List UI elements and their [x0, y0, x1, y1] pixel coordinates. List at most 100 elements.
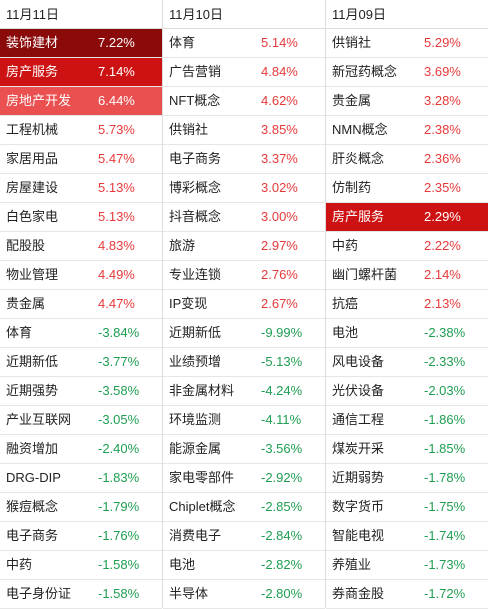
sector-change-percent: -1.79% [98, 499, 140, 514]
sector-row[interactable]: 博彩概念 3.02% [163, 174, 325, 203]
sector-change-percent: -1.58% [98, 586, 140, 601]
sector-row[interactable]: 幽门螺杆菌 2.14% [326, 261, 488, 290]
sector-name: 煤炭开采 [332, 441, 385, 456]
sector-name: 消费电子 [169, 528, 222, 543]
sector-row[interactable]: 贵金属 3.28% [326, 87, 488, 116]
sector-row[interactable]: 体育 -3.84% [0, 319, 162, 348]
sector-name: 抖音概念 [169, 209, 222, 224]
sector-row[interactable]: 供销社 5.29% [326, 29, 488, 58]
sector-row[interactable]: 旅游 2.97% [163, 232, 325, 261]
sector-row[interactable]: 非金属材料 -4.24% [163, 377, 325, 406]
sector-row[interactable]: DRG-DIP -1.83% [0, 464, 162, 493]
sector-name: 装饰建材 [6, 35, 59, 50]
sector-row[interactable]: 中药 -1.58% [0, 551, 162, 580]
sector-row[interactable]: 电池 -2.82% [163, 551, 325, 580]
sector-row[interactable]: 近期强势 -3.58% [0, 377, 162, 406]
sector-change-percent: 2.29% [424, 209, 461, 224]
sector-change-percent: -2.38% [424, 325, 466, 340]
sector-row[interactable]: 房地产开发 6.44% [0, 87, 162, 116]
sector-row[interactable]: 通信工程 -1.86% [326, 406, 488, 435]
sector-row[interactable]: 券商金股 -1.72% [326, 580, 488, 609]
sector-row[interactable]: NMN概念 2.38% [326, 116, 488, 145]
sector-row[interactable]: 产业互联网 -3.05% [0, 406, 162, 435]
sector-row[interactable]: 养殖业 -1.73% [326, 551, 488, 580]
sector-row[interactable]: 融资增加 -2.40% [0, 435, 162, 464]
sector-name: 旅游 [169, 238, 196, 253]
sector-row[interactable]: 能源金属 -3.56% [163, 435, 325, 464]
sector-row[interactable]: 智能电视 -1.74% [326, 522, 488, 551]
sector-row[interactable]: 房屋建设 5.13% [0, 174, 162, 203]
sector-change-percent: -1.74% [424, 528, 466, 543]
sector-row[interactable]: 体育 5.14% [163, 29, 325, 58]
sector-row[interactable]: 煤炭开采 -1.85% [326, 435, 488, 464]
sector-name: 肝炎概念 [332, 151, 385, 166]
sector-name: 工程机械 [6, 122, 59, 137]
sector-row[interactable]: 环境监测 -4.11% [163, 406, 325, 435]
sector-row[interactable]: 风电设备 -2.33% [326, 348, 488, 377]
sector-row[interactable]: 装饰建材 7.22% [0, 29, 162, 58]
sector-row[interactable]: 中药 2.22% [326, 232, 488, 261]
sector-change-percent: -2.33% [424, 354, 466, 369]
sector-name: 电子商务 [6, 528, 59, 543]
sector-row[interactable]: 光伏设备 -2.03% [326, 377, 488, 406]
sector-row[interactable]: 肝炎概念 2.36% [326, 145, 488, 174]
sector-row[interactable]: 配股股 4.83% [0, 232, 162, 261]
sector-row[interactable]: 电子商务 -1.76% [0, 522, 162, 551]
sector-name: 近期弱势 [332, 470, 385, 485]
sector-row[interactable]: 半导体 -2.80% [163, 580, 325, 609]
sector-row[interactable]: 近期弱势 -1.78% [326, 464, 488, 493]
sector-row[interactable]: 贵金属 4.47% [0, 290, 162, 319]
sector-name: 房产服务 [332, 209, 385, 224]
sector-change-percent: 2.35% [424, 180, 461, 195]
sector-name: 电子商务 [169, 151, 222, 166]
sector-change-percent: 5.13% [98, 180, 135, 195]
sector-row[interactable]: 数字货币 -1.75% [326, 493, 488, 522]
sector-change-percent: -2.03% [424, 383, 466, 398]
sector-row[interactable]: 猴痘概念 -1.79% [0, 493, 162, 522]
sector-row[interactable]: 抗癌 2.13% [326, 290, 488, 319]
sector-row[interactable]: 房产服务 7.14% [0, 58, 162, 87]
sector-change-percent: 5.73% [98, 122, 135, 137]
sector-row[interactable]: 房产服务 2.29% [326, 203, 488, 232]
sector-name: NFT概念 [169, 93, 221, 108]
sector-row[interactable]: 供销社 3.85% [163, 116, 325, 145]
sector-name: 配股股 [6, 238, 46, 253]
sector-change-percent: -2.40% [98, 441, 140, 456]
sector-name: 抗癌 [332, 296, 359, 311]
sector-change-percent: 3.85% [261, 122, 298, 137]
sector-row[interactable]: 家电零部件 -2.92% [163, 464, 325, 493]
sector-name: 供销社 [332, 35, 372, 50]
sector-row[interactable]: 抖音概念 3.00% [163, 203, 325, 232]
sector-row[interactable]: 业绩预增 -5.13% [163, 348, 325, 377]
sector-row[interactable]: 近期新低 -9.99% [163, 319, 325, 348]
sector-row[interactable]: 电池 -2.38% [326, 319, 488, 348]
sector-row[interactable]: NFT概念 4.62% [163, 87, 325, 116]
sector-row[interactable]: 专业连锁 2.76% [163, 261, 325, 290]
sector-row[interactable]: 仿制药 2.35% [326, 174, 488, 203]
sector-row[interactable]: 工程机械 5.73% [0, 116, 162, 145]
sector-name: 供销社 [169, 122, 209, 137]
sector-name: 幽门螺杆菌 [332, 267, 398, 282]
sector-change-percent: 2.14% [424, 267, 461, 282]
sector-change-percent: -1.75% [424, 499, 466, 514]
sector-change-percent: -1.85% [424, 441, 466, 456]
sector-row[interactable]: 消费电子 -2.84% [163, 522, 325, 551]
sector-row[interactable]: 新冠药概念 3.69% [326, 58, 488, 87]
sector-row[interactable]: 物业管理 4.49% [0, 261, 162, 290]
column-divider [325, 0, 326, 608]
column-day-2: 11月10日 体育 5.14% 广告营销 4.84% NFT概念 4.62% 供销社 3.85… [163, 0, 325, 609]
sector-change-percent: 7.22% [98, 35, 135, 50]
sector-row[interactable]: 电子商务 3.37% [163, 145, 325, 174]
sector-row[interactable]: IP变现 2.67% [163, 290, 325, 319]
sector-change-percent: 3.00% [261, 209, 298, 224]
sector-row[interactable]: 白色家电 5.13% [0, 203, 162, 232]
sector-row[interactable]: 广告营销 4.84% [163, 58, 325, 87]
sector-row[interactable]: 近期新低 -3.77% [0, 348, 162, 377]
sector-row[interactable]: 电子身份证 -1.58% [0, 580, 162, 609]
sector-row[interactable]: 家居用品 5.47% [0, 145, 162, 174]
column-day-3: 11月09日 供销社 5.29% 新冠药概念 3.69% 贵金属 3.28% NMN概念 2.… [326, 0, 488, 609]
sector-change-percent: 7.14% [98, 64, 135, 79]
sector-name: 物业管理 [6, 267, 59, 282]
sector-row[interactable]: Chiplet概念 -2.85% [163, 493, 325, 522]
